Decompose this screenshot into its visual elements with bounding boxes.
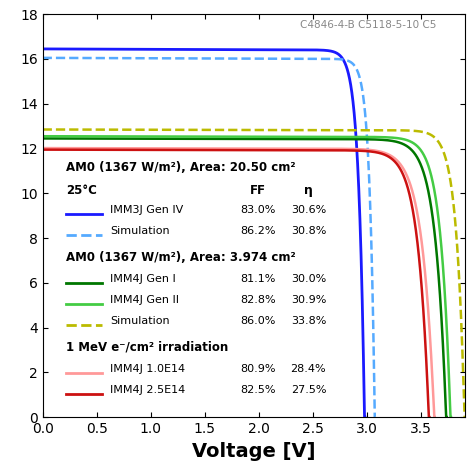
Text: 86.0%: 86.0% (240, 316, 275, 326)
Text: 27.5%: 27.5% (291, 385, 326, 395)
X-axis label: Voltage [V]: Voltage [V] (192, 442, 315, 461)
Text: AM0 (1367 W/m²), Area: 3.974 cm²: AM0 (1367 W/m²), Area: 3.974 cm² (66, 251, 295, 264)
Text: 33.8%: 33.8% (291, 316, 326, 326)
Text: IMM3J Gen IV: IMM3J Gen IV (110, 205, 183, 215)
Text: AM0 (1367 W/m²), Area: 20.50 cm²: AM0 (1367 W/m²), Area: 20.50 cm² (66, 161, 295, 174)
Text: Simulation: Simulation (110, 316, 170, 326)
Text: 30.8%: 30.8% (291, 226, 326, 236)
Text: η: η (304, 184, 313, 197)
Text: 82.5%: 82.5% (240, 385, 275, 395)
Text: IMM4J Gen I: IMM4J Gen I (110, 274, 176, 284)
Text: Simulation: Simulation (110, 226, 170, 236)
Text: 86.2%: 86.2% (240, 226, 275, 236)
Text: 30.0%: 30.0% (291, 274, 326, 284)
Text: 28.4%: 28.4% (291, 364, 326, 374)
Text: IMM4J 2.5E14: IMM4J 2.5E14 (110, 385, 185, 395)
Text: IMM4J Gen II: IMM4J Gen II (110, 295, 179, 305)
Text: 80.9%: 80.9% (240, 364, 275, 374)
Text: FF: FF (250, 184, 266, 197)
Text: C4846-4-B C5118-5-10 C5: C4846-4-B C5118-5-10 C5 (300, 20, 437, 30)
Text: 82.8%: 82.8% (240, 295, 275, 305)
Text: 1 MeV e⁻/cm² irradiation: 1 MeV e⁻/cm² irradiation (66, 341, 228, 354)
Text: IMM4J 1.0E14: IMM4J 1.0E14 (110, 364, 185, 374)
Text: 81.1%: 81.1% (240, 274, 275, 284)
Text: 83.0%: 83.0% (240, 205, 275, 215)
Text: 30.9%: 30.9% (291, 295, 326, 305)
Text: 30.6%: 30.6% (291, 205, 326, 215)
Text: 25°C: 25°C (66, 184, 97, 197)
